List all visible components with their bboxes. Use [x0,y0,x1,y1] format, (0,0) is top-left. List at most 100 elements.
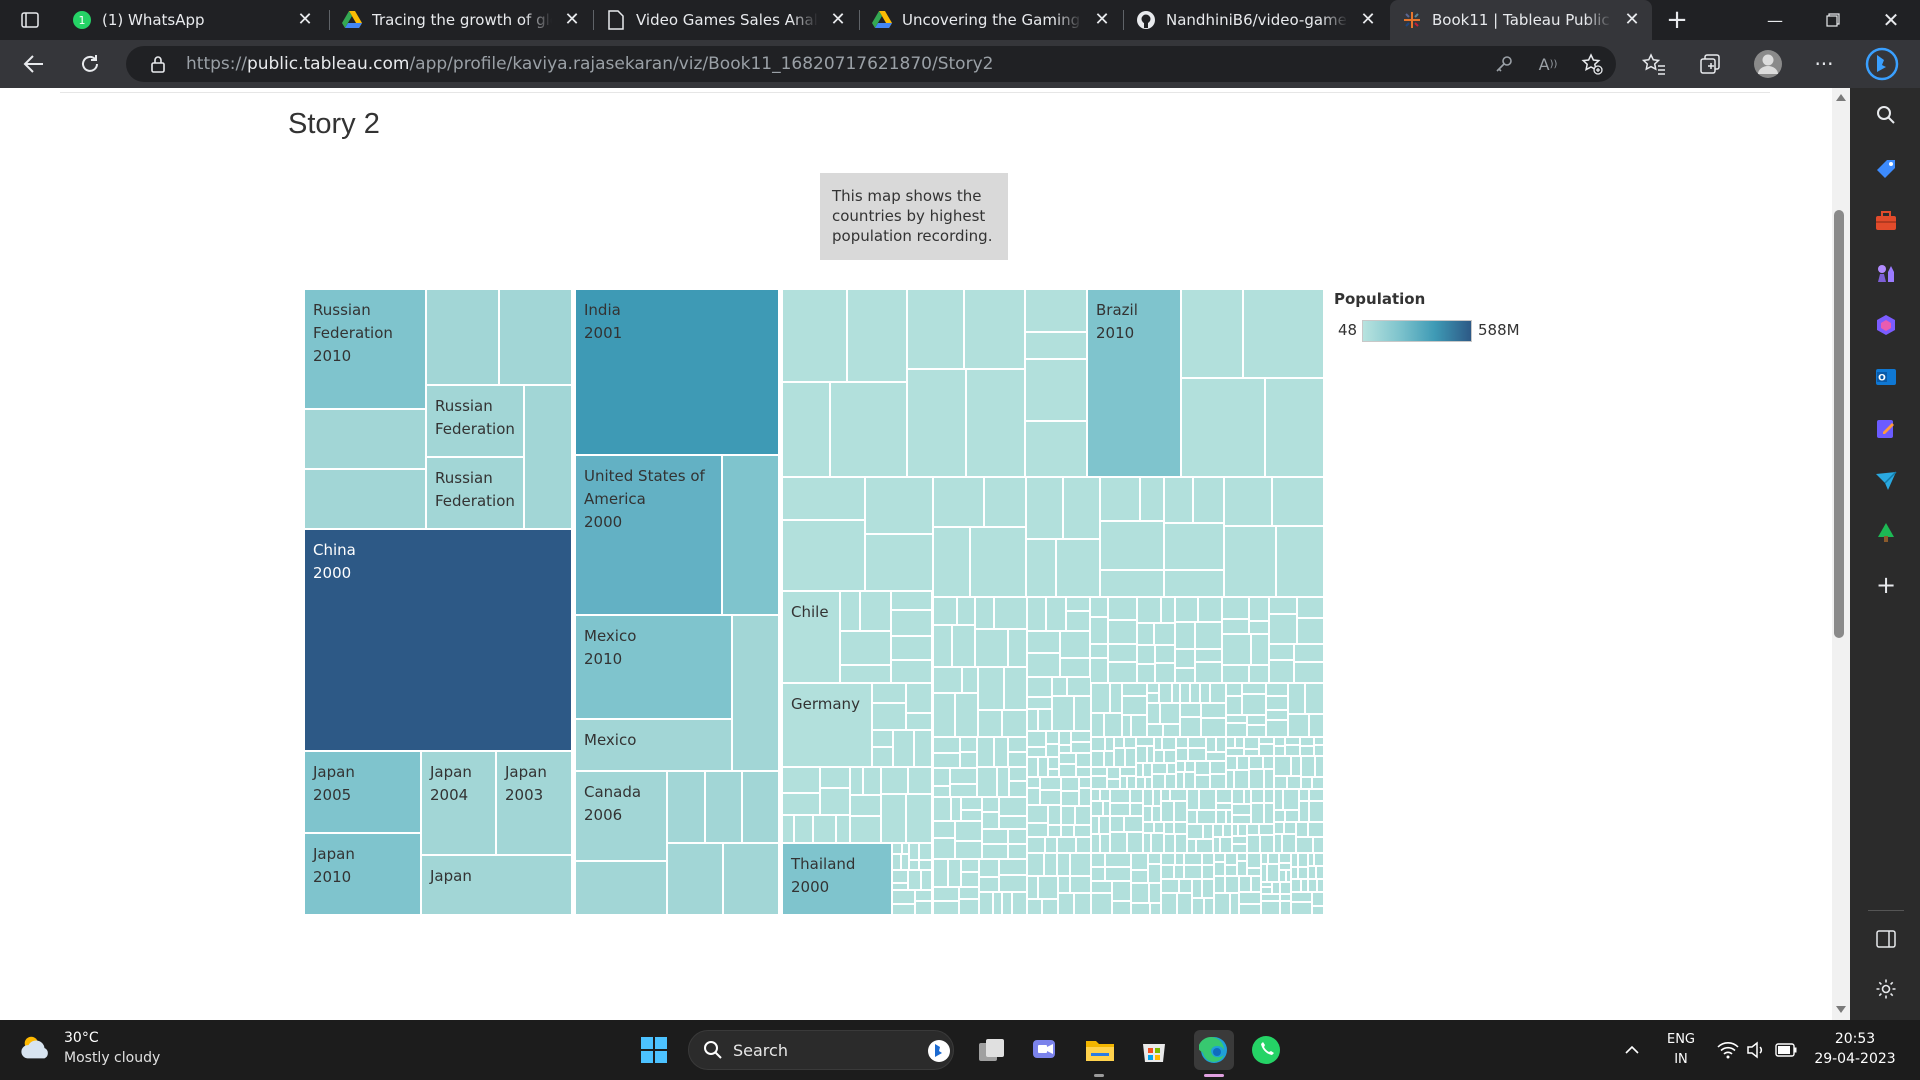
treemap-cell[interactable] [1179,879,1192,893]
microsoft-store-icon[interactable] [1138,1034,1170,1066]
treemap-cell[interactable] [1195,761,1210,775]
treemap-cell[interactable] [1288,683,1305,714]
treemap-cell[interactable] [820,788,850,815]
treemap-cell[interactable] [891,610,932,636]
treemap-cell[interactable] [1170,789,1187,801]
treemap-cell[interactable] [1187,824,1203,839]
treemap-cell[interactable] [909,860,919,870]
treemap-cell[interactable] [1091,713,1104,737]
treemap-cell[interactable] [1122,715,1131,737]
treemap-cell[interactable] [1048,757,1059,769]
treemap-cell[interactable] [933,667,962,693]
scroll-thumb[interactable] [1834,210,1844,638]
treemap-cell[interactable] [1201,718,1226,737]
treemap-cell[interactable] [1181,289,1243,378]
treemap-cell[interactable] [1199,789,1216,810]
treemap-cell[interactable] [1296,837,1313,853]
treemap-cell[interactable] [1308,853,1314,866]
treemap-cell[interactable] [1192,879,1202,898]
treemap-cell[interactable] [1110,816,1124,832]
treemap-cell[interactable] [1148,864,1161,883]
treemap-cell[interactable] [1247,853,1261,868]
treemap-cell[interactable] [820,767,850,788]
treemap-cell[interactable] [1237,756,1249,770]
treemap-cell[interactable] [881,767,908,794]
treemap-cell[interactable] [1274,822,1284,834]
treemap-cell[interactable] [1172,683,1180,703]
treemap-cell[interactable] [499,289,572,385]
treemap-cell[interactable] [999,859,1027,875]
treemap-cell[interactable] [782,793,820,815]
treemap-cell[interactable] [1070,853,1091,876]
taskbar-search[interactable]: Search [688,1030,954,1070]
treemap-cell[interactable] [1090,644,1108,658]
treemap-cell[interactable] [1027,731,1046,747]
treemap-cell[interactable] [1100,834,1110,853]
treemap-cell[interactable] [1184,853,1202,865]
treemap-cell[interactable] [1314,745,1324,756]
treemap-cell[interactable] [1151,833,1164,853]
treemap-cell[interactable] [1316,866,1324,879]
treemap-cell[interactable] [933,693,955,737]
settings-gear-icon[interactable] [1875,978,1897,1000]
treemap-cell[interactable] [1308,866,1316,879]
treemap-cell[interactable] [1152,774,1165,789]
treemap-cell[interactable] [1239,904,1261,915]
treemap-cell[interactable] [1107,767,1120,779]
treemap-cell[interactable] [893,730,914,767]
treemap-cell[interactable] [950,768,977,784]
treemap-cell[interactable] [1264,803,1274,824]
treemap-cell[interactable] [933,768,950,786]
treemap-cell[interactable] [1143,763,1152,777]
treemap-cell[interactable] [933,597,957,625]
treemap-cell[interactable] [1249,756,1263,769]
treemap-cell[interactable] [1122,696,1147,715]
treemap-cell[interactable] [1294,662,1324,683]
treemap-cell[interactable] [1127,832,1143,853]
refresh-icon[interactable] [70,44,110,84]
treemap-cell[interactable] [997,767,1009,797]
treemap-cell[interactable] [1276,526,1324,597]
close-tab-icon[interactable]: ✕ [297,9,313,30]
treemap-cell[interactable] [1108,597,1137,620]
treemap-cell[interactable] [1107,779,1120,789]
treemap-cell[interactable] [1027,631,1060,653]
treemap-cell[interactable] [872,747,893,767]
treemap-cell[interactable] [1042,899,1058,915]
treemap-cell[interactable] [1161,789,1170,801]
treemap-cell[interactable] [1261,864,1267,882]
treemap-cell[interactable] [908,767,932,794]
treemap-cell-germany[interactable]: Germany [782,683,872,767]
treemap-cell[interactable] [892,843,902,854]
treemap-cell[interactable] [782,382,830,477]
treemap-cell[interactable] [982,844,1008,859]
treemap-cell[interactable] [1222,597,1249,619]
designer-icon[interactable] [1875,418,1897,440]
treemap-cell[interactable] [1265,378,1324,477]
treemap-cell[interactable] [1296,822,1308,837]
scroll-up-icon[interactable] [1836,94,1846,101]
treemap-cell[interactable] [1244,737,1259,749]
treemap-cell[interactable] [1027,757,1038,777]
treemap-cell[interactable] [1124,737,1136,748]
treemap-cell[interactable] [1267,864,1279,882]
treemap-cell[interactable] [1282,834,1296,853]
treemap-cell[interactable] [906,794,932,843]
treemap-cell[interactable] [1193,477,1224,523]
treemap-cell[interactable] [1226,723,1247,737]
treemap-cell[interactable] [979,892,993,915]
treemap-cell[interactable] [1291,892,1312,902]
treemap-cell[interactable] [982,812,999,829]
treemap-cell[interactable] [1272,477,1324,526]
treemap-cell[interactable] [1027,853,1044,876]
treemap-cell[interactable] [1279,863,1291,870]
treemap-cell[interactable] [959,887,979,899]
treemap-cell[interactable] [1261,901,1280,915]
treemap-cell[interactable] [933,901,959,915]
treemap-cell-usa2000[interactable]: United States of America 2000 [575,455,722,615]
treemap-cell[interactable] [872,703,906,730]
treemap-cell[interactable] [933,737,960,753]
clock-time[interactable]: 20:53 [1834,1031,1876,1047]
tab-whatsapp[interactable]: 1 (1) WhatsApp ✕ [60,0,325,40]
treemap-cell[interactable] [1244,749,1259,756]
